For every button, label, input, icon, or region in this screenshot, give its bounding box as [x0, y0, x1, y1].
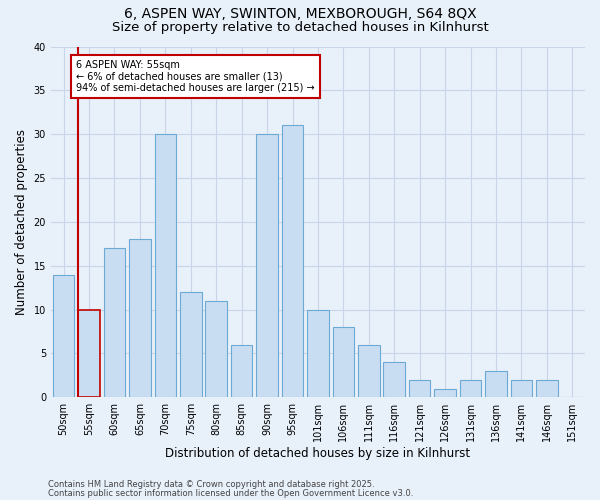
- Bar: [434, 388, 456, 398]
- Text: 6 ASPEN WAY: 55sqm
← 6% of detached houses are smaller (13)
94% of semi-detached: 6 ASPEN WAY: 55sqm ← 6% of detached hous…: [76, 60, 315, 93]
- Bar: [256, 134, 278, 398]
- X-axis label: Distribution of detached houses by size in Kilnhurst: Distribution of detached houses by size …: [166, 447, 470, 460]
- Text: Contains HM Land Registry data © Crown copyright and database right 2025.: Contains HM Land Registry data © Crown c…: [48, 480, 374, 489]
- Bar: [536, 380, 557, 398]
- Text: Contains public sector information licensed under the Open Government Licence v3: Contains public sector information licen…: [48, 489, 413, 498]
- Bar: [358, 344, 380, 398]
- Bar: [205, 301, 227, 398]
- Bar: [383, 362, 405, 398]
- Bar: [485, 371, 507, 398]
- Bar: [409, 380, 430, 398]
- Bar: [155, 134, 176, 398]
- Y-axis label: Number of detached properties: Number of detached properties: [15, 129, 28, 315]
- Bar: [180, 292, 202, 398]
- Bar: [231, 344, 253, 398]
- Text: Size of property relative to detached houses in Kilnhurst: Size of property relative to detached ho…: [112, 21, 488, 34]
- Bar: [282, 126, 304, 398]
- Text: 6, ASPEN WAY, SWINTON, MEXBOROUGH, S64 8QX: 6, ASPEN WAY, SWINTON, MEXBOROUGH, S64 8…: [124, 8, 476, 22]
- Bar: [307, 310, 329, 398]
- Bar: [511, 380, 532, 398]
- Bar: [104, 248, 125, 398]
- Bar: [129, 240, 151, 398]
- Bar: [78, 310, 100, 398]
- Bar: [332, 327, 354, 398]
- Bar: [460, 380, 481, 398]
- Bar: [53, 274, 74, 398]
